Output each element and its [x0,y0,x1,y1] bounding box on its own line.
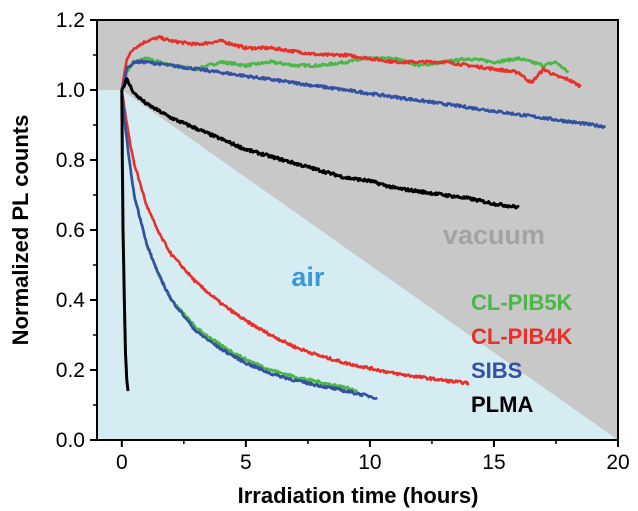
legend-item-plma: PLMA [471,392,533,417]
y-tick-label-0.6: 0.6 [56,219,85,242]
y-tick-label-0.2: 0.2 [56,359,85,382]
series-line-sibs-vacuum-2 [120,59,607,129]
y-tick-label-1: 1.0 [56,79,85,102]
legend-item-cl-pib4k: CL-PIB4K [471,324,573,349]
x-tick-label-15: 15 [482,451,505,474]
region-labels: vacuum air [291,220,545,292]
series-line-cl-pib5k-vacuum-0 [120,55,570,91]
series-line-cl-pib4k-vacuum-1 [120,35,582,91]
x-tick-label-20: 20 [606,451,629,474]
legend: CL-PIB5K CL-PIB4K SIBS PLMA [471,290,573,417]
y-tick-label-0.4: 0.4 [56,289,86,312]
series-line-cl-pib4k-air-5 [120,89,470,386]
axes: 0 5 10 15 20 0.0 0.2 0.4 0.6 0.8 1.0 1.2 [56,9,630,474]
x-tick-label-5: 5 [240,451,252,474]
air-label: air [291,262,325,292]
y-tick-label-0.8: 0.8 [56,149,85,172]
x-axis-title: Irradiation time (hours) [238,483,479,508]
y-axis-title: Normalized PL counts [8,115,33,346]
legend-item-sibs: SIBS [471,358,522,383]
series-line-plma-air-7 [120,89,130,392]
series-lines [120,35,607,400]
legend-item-cl-pib5k: CL-PIB5K [471,290,573,315]
x-tick-label-10: 10 [358,451,381,474]
y-tick-label-1.2: 1.2 [56,9,85,32]
x-tick-label-0: 0 [116,451,128,474]
vacuum-label: vacuum [443,220,545,250]
series-line-sibs-air-6 [120,89,378,400]
series-line-plma-vacuum-3 [120,77,520,210]
y-tick-label-0: 0.0 [56,429,85,452]
